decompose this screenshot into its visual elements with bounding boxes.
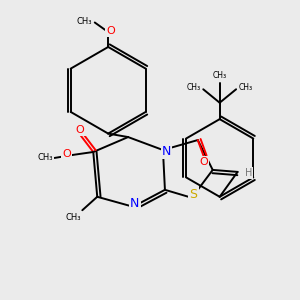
Text: N: N [162, 145, 171, 158]
Text: CH₃: CH₃ [77, 16, 92, 26]
Text: O: O [62, 149, 71, 159]
Text: S: S [189, 188, 197, 201]
Text: O: O [76, 125, 85, 135]
Text: O: O [106, 26, 115, 36]
Text: CH₃: CH₃ [65, 213, 81, 222]
Text: N: N [130, 197, 139, 210]
Text: CH₃: CH₃ [38, 154, 53, 163]
Text: CH₃: CH₃ [213, 71, 227, 80]
Text: CH₃: CH₃ [186, 83, 200, 92]
Text: CH₃: CH₃ [239, 83, 253, 92]
Text: O: O [200, 157, 208, 167]
Text: H: H [245, 168, 252, 178]
